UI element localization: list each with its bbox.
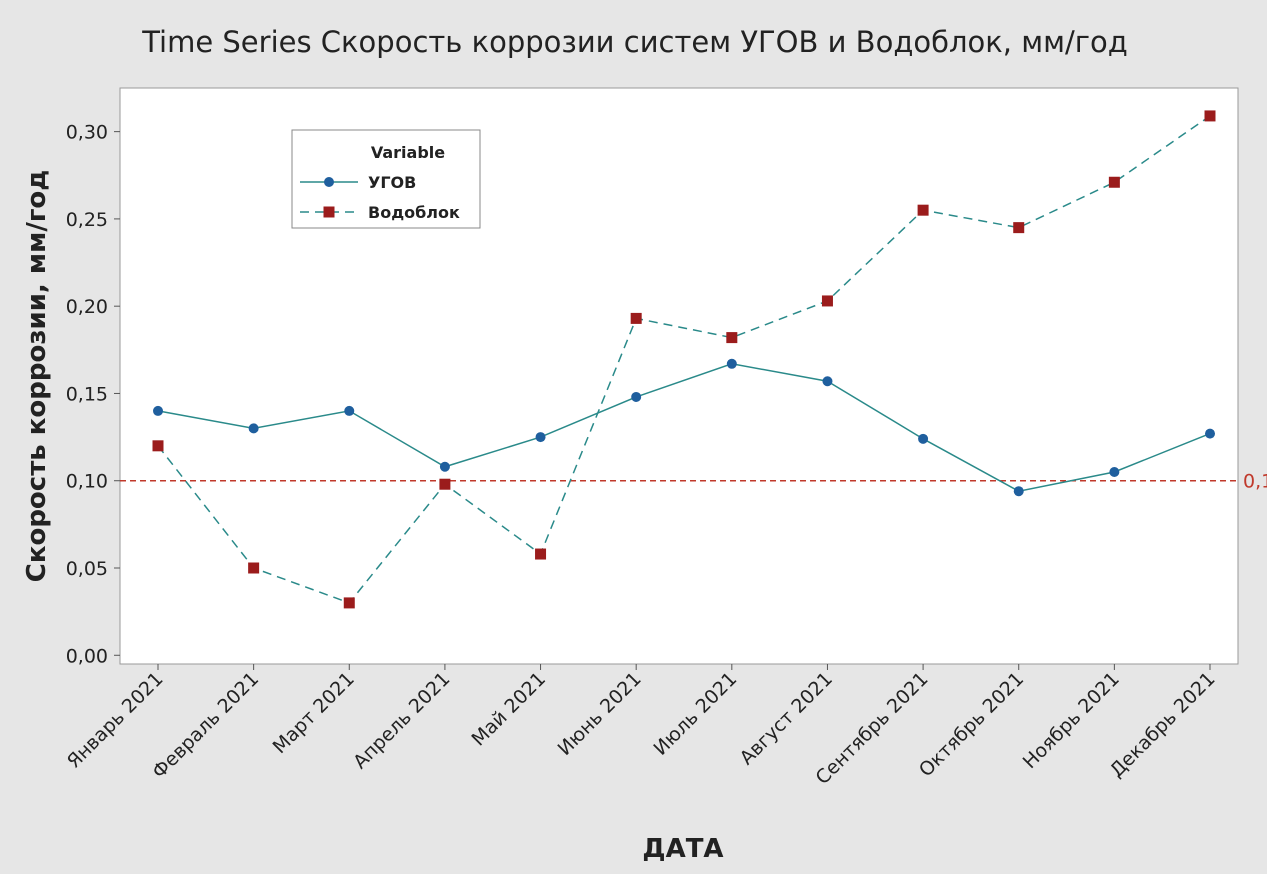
data-point xyxy=(344,405,355,416)
legend-marker xyxy=(324,177,334,187)
data-point xyxy=(630,312,642,324)
data-point xyxy=(918,433,929,444)
data-point xyxy=(535,548,547,560)
y-axis-label: Скорость коррозии, мм/год xyxy=(22,170,52,583)
data-point xyxy=(439,478,451,490)
data-point xyxy=(821,295,833,307)
data-point xyxy=(631,391,642,402)
data-point xyxy=(248,423,259,434)
data-point xyxy=(343,597,355,609)
data-point xyxy=(1205,428,1215,439)
y-tick-label: 0,30 xyxy=(66,122,108,144)
legend-label: УГОВ xyxy=(368,173,416,192)
y-tick-label: 0,20 xyxy=(66,296,108,318)
data-point xyxy=(917,204,929,216)
reference-label: 0,1 xyxy=(1243,471,1267,493)
y-tick-label: 0,25 xyxy=(66,209,108,231)
data-point xyxy=(248,562,260,574)
y-tick-label: 0,05 xyxy=(66,558,108,580)
legend-marker xyxy=(323,206,335,218)
plot-area xyxy=(119,87,1239,665)
data-point xyxy=(726,358,737,369)
data-point xyxy=(1204,110,1216,122)
series-line xyxy=(157,363,1211,492)
y-tick-label: 0,15 xyxy=(66,383,108,405)
data-point xyxy=(1109,467,1120,477)
y-tick-label: 0,00 xyxy=(66,645,108,667)
series-line xyxy=(157,115,1211,604)
data-point xyxy=(439,461,450,472)
data-point xyxy=(535,432,546,443)
legend-label: Водоблок xyxy=(368,203,460,222)
data-point xyxy=(726,332,738,344)
chart-title: Time Series Скорость коррозии систем УГО… xyxy=(141,25,1128,59)
data-point xyxy=(152,440,164,452)
data-point xyxy=(153,405,163,416)
data-point xyxy=(1013,222,1025,234)
data-point xyxy=(1013,486,1024,497)
data-point xyxy=(1108,176,1120,188)
data-point xyxy=(822,376,833,387)
y-tick-label: 0,10 xyxy=(66,471,108,493)
legend-title: Variable xyxy=(371,143,445,162)
x-axis-label: ДАТА xyxy=(642,834,723,864)
